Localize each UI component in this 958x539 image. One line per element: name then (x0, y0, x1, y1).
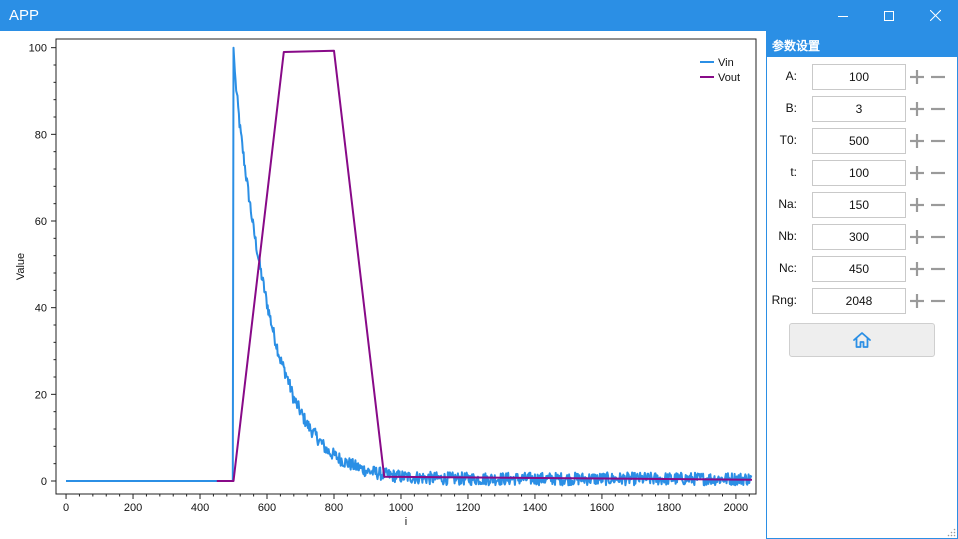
resize-grip-icon[interactable] (946, 527, 956, 537)
panel-title: 参数设置 (767, 32, 957, 57)
line-chart[interactable]: 0 200 400 600 800 1000 1200 1400 1600 1800 2000 0 20… (0, 31, 766, 539)
param-row: Rng: 2048 (767, 288, 957, 314)
param-label: B: (785, 101, 797, 115)
x-tick-label: 2000 (724, 502, 748, 514)
param-input[interactable]: 100 (812, 64, 906, 90)
param-input[interactable]: 500 (812, 128, 906, 154)
minus-icon[interactable] (930, 165, 946, 181)
maximize-icon (884, 10, 894, 21)
series-line-vin (65, 46, 753, 487)
param-label: Nc: (779, 261, 797, 275)
minus-icon[interactable] (930, 133, 946, 149)
param-input[interactable]: 100 (812, 160, 906, 186)
x-axis-label: i (405, 516, 407, 528)
plus-icon[interactable] (909, 197, 925, 213)
y-tick-label: 100 (29, 43, 47, 55)
minimize-icon (838, 15, 848, 17)
plus-icon[interactable] (909, 69, 925, 85)
plus-icon[interactable] (909, 165, 925, 181)
param-row: B: 3 (767, 96, 957, 122)
x-tick-label: 200 (124, 502, 142, 514)
x-tick-label: 1400 (523, 502, 547, 514)
plus-icon[interactable] (909, 133, 925, 149)
minus-icon[interactable] (930, 197, 946, 213)
home-icon (853, 332, 871, 348)
close-icon (929, 10, 941, 21)
plot-frame (55, 38, 757, 495)
minus-icon[interactable] (930, 101, 946, 117)
y-tick-label: 0 (41, 476, 47, 488)
param-input[interactable]: 3 (812, 96, 906, 122)
chart-area[interactable]: 0 200 400 600 800 1000 1200 1400 1600 1800 2000 0 20… (0, 31, 766, 539)
param-label: t: (790, 165, 797, 179)
param-input[interactable]: 450 (812, 256, 906, 282)
x-tick-label: 1200 (456, 502, 480, 514)
param-label: Nb: (778, 229, 797, 243)
x-tick-label: 400 (191, 502, 209, 514)
param-row: T0: 500 (767, 128, 957, 154)
x-tick-label: 600 (258, 502, 276, 514)
param-label: Na: (778, 197, 797, 211)
title-bar: APP (0, 0, 958, 31)
legend-label: Vin (718, 57, 734, 69)
y-tick-label: 60 (35, 216, 47, 228)
window-title: APP (9, 7, 40, 24)
x-tick-label: 1800 (657, 502, 681, 514)
minus-icon[interactable] (930, 261, 946, 277)
minus-icon[interactable] (930, 69, 946, 85)
series-line-vout (216, 49, 753, 482)
minimize-button[interactable] (820, 0, 866, 31)
x-tick-label: 0 (63, 502, 69, 514)
param-row: A: 100 (767, 64, 957, 90)
plus-icon[interactable] (909, 293, 925, 309)
param-input[interactable]: 300 (812, 224, 906, 250)
plus-icon[interactable] (909, 101, 925, 117)
y-tick-label: 20 (35, 389, 47, 401)
legend-label: Vout (718, 72, 740, 84)
minus-icon[interactable] (930, 293, 946, 309)
y-tick-label: 80 (35, 129, 47, 141)
parameter-panel: 参数设置 A: 100 B: 3 T0: 500 t: 100 Na: 150 Nb: 300 Nc: 4… (766, 31, 958, 539)
plus-icon[interactable] (909, 261, 925, 277)
param-row: Nb: 300 (767, 224, 957, 250)
close-button[interactable] (912, 0, 958, 31)
param-label: T0: (779, 133, 797, 147)
x-tick-label: 1600 (590, 502, 614, 514)
param-input[interactable]: 2048 (812, 288, 906, 314)
minus-icon[interactable] (930, 229, 946, 245)
y-tick-label: 40 (35, 303, 47, 315)
plus-icon[interactable] (909, 229, 925, 245)
param-label: Rng: (771, 293, 797, 307)
x-tick-label: 1000 (389, 502, 413, 514)
param-row: t: 100 (767, 160, 957, 186)
x-tick-label: 800 (325, 502, 343, 514)
param-row: Nc: 450 (767, 256, 957, 282)
param-label: A: (785, 69, 797, 83)
param-input[interactable]: 150 (812, 192, 906, 218)
param-row: Na: 150 (767, 192, 957, 218)
home-button[interactable] (789, 323, 935, 357)
y-axis-label: Value (15, 253, 27, 280)
maximize-button[interactable] (866, 0, 912, 31)
